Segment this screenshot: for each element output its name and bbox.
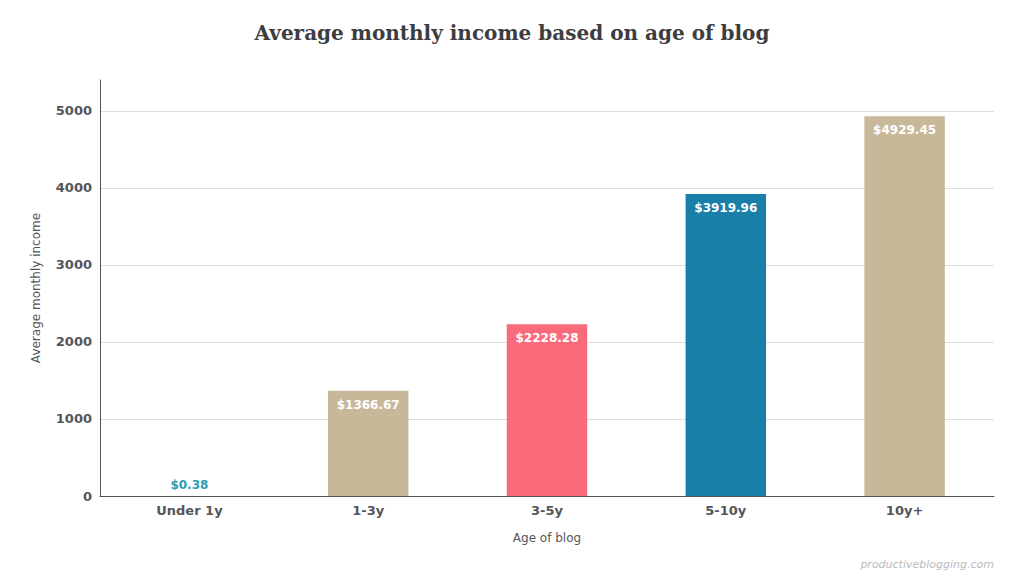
svg-text:$3919.96: $3919.96 (694, 201, 757, 215)
svg-text:Age of blog: Age of blog (513, 531, 581, 545)
svg-text:productiveblogging.com: productiveblogging.com (859, 558, 994, 571)
svg-text:4000: 4000 (56, 180, 92, 195)
svg-text:$0.38: $0.38 (170, 478, 208, 492)
svg-text:2000: 2000 (56, 334, 92, 349)
svg-text:Under 1y: Under 1y (156, 503, 223, 518)
svg-text:3000: 3000 (56, 257, 92, 272)
svg-text:0: 0 (83, 489, 92, 504)
svg-text:10y+: 10y+ (886, 503, 923, 518)
svg-text:$4929.45: $4929.45 (873, 123, 936, 137)
svg-text:1000: 1000 (56, 411, 92, 426)
svg-text:5-10y: 5-10y (705, 503, 747, 518)
svg-text:$1366.67: $1366.67 (337, 398, 400, 412)
svg-text:1-3y: 1-3y (352, 503, 384, 518)
svg-text:Average monthly income: Average monthly income (29, 213, 43, 363)
svg-text:5000: 5000 (56, 103, 92, 118)
svg-text:3-5y: 3-5y (531, 503, 563, 518)
svg-text:$2228.28: $2228.28 (515, 331, 578, 345)
svg-text:Average monthly income based o: Average monthly income based on age of b… (254, 21, 770, 45)
